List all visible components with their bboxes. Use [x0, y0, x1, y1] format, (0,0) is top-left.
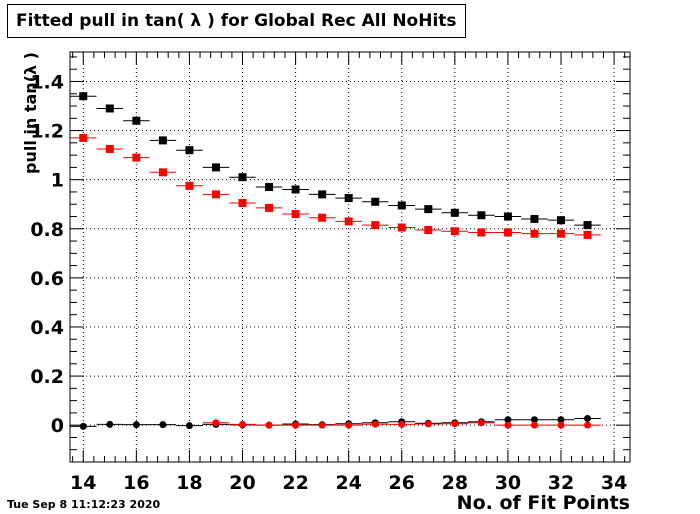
data-point-square — [530, 229, 539, 238]
series-2 — [70, 415, 601, 430]
data-point-square — [105, 144, 114, 153]
data-point-circle — [557, 421, 565, 429]
chart-title-text: Fitted pull in tan( λ ) for Global Rec A… — [16, 11, 457, 31]
x-tick-label: 32 — [548, 472, 574, 494]
chart-title: Fitted pull in tan( λ ) for Global Rec A… — [7, 4, 466, 38]
data-point-square — [477, 228, 486, 237]
data-point-circle — [584, 415, 592, 423]
data-point-square — [397, 223, 406, 232]
data-point-square — [79, 92, 88, 101]
y-tick-label: 0.2 — [30, 366, 64, 388]
series-0 — [70, 92, 601, 230]
data-point-square — [105, 104, 114, 113]
data-point-circle — [477, 419, 485, 427]
data-point-circle — [451, 420, 459, 428]
data-point-square — [265, 183, 274, 192]
data-point-square — [503, 212, 512, 221]
x-tick-label: 20 — [229, 472, 255, 494]
data-point-square — [556, 216, 565, 225]
data-point-circle — [424, 420, 432, 428]
data-point-square — [450, 208, 459, 217]
plot-frame — [69, 51, 631, 463]
x-tick-label: 22 — [282, 472, 308, 494]
data-point-circle — [79, 422, 87, 430]
x-tick-label: 18 — [176, 472, 202, 494]
data-point-square — [211, 190, 220, 199]
x-tick-label: 16 — [123, 472, 149, 494]
data-point-circle — [132, 421, 140, 429]
data-point-square — [371, 221, 380, 230]
data-point-square — [371, 197, 380, 206]
data-point-square — [132, 116, 141, 125]
x-tick-label: 24 — [335, 472, 361, 494]
x-tick-label: 28 — [442, 472, 468, 494]
data-point-circle — [504, 416, 512, 424]
data-point-square — [318, 190, 327, 199]
data-point-square — [397, 201, 406, 210]
data-point-square — [291, 185, 300, 194]
axes: 14 16 18 20 22 24 26 28 30 32 34 0 0.2 0.4 0.6 0.8 1 1.2 1… — [30, 52, 630, 494]
x-axis-label: No. of Fit Points — [457, 492, 630, 514]
data-point-square — [477, 211, 486, 220]
data-point-circle — [318, 421, 326, 429]
data-point-circle — [106, 420, 114, 428]
data-point-square — [291, 210, 300, 219]
y-tick-label: 0.6 — [30, 268, 64, 290]
data-point-square — [79, 133, 88, 142]
x-tick-label: 34 — [601, 472, 627, 494]
data-point-square — [185, 181, 194, 190]
data-point-square — [158, 136, 167, 145]
data-point-circle — [530, 421, 538, 429]
data-point-square — [238, 198, 247, 207]
data-point-circle — [504, 421, 512, 429]
x-tick-label: 14 — [70, 472, 96, 494]
data-point-square — [503, 228, 512, 237]
grid-lines — [70, 52, 630, 462]
y-tick-label: 1 — [51, 170, 64, 192]
data-point-circle — [159, 421, 167, 429]
data-point-circle — [345, 421, 353, 429]
y-tick-label: 1.4 — [30, 71, 64, 93]
data-point-square — [158, 168, 167, 177]
series-1 — [70, 133, 601, 239]
data-point-square — [185, 146, 194, 155]
data-point-circle — [212, 419, 220, 427]
data-point-square — [318, 213, 327, 222]
data-point-square — [583, 221, 592, 230]
y-tick-label: 1.2 — [30, 121, 64, 143]
data-point-square — [424, 205, 433, 214]
data-point-circle — [557, 416, 565, 424]
y-tick-label: 0 — [51, 415, 64, 437]
data-point-circle — [584, 421, 592, 429]
data-point-square — [530, 214, 539, 223]
data-point-circle — [398, 420, 406, 428]
data-point-square — [238, 173, 247, 182]
y-tick-label: 0.8 — [30, 219, 64, 241]
y-tick-label: 0.4 — [30, 317, 64, 339]
data-point-circle — [185, 422, 193, 430]
data-point-square — [583, 230, 592, 239]
data-point-square — [211, 163, 220, 172]
series-3 — [202, 419, 601, 429]
data-point-circle — [265, 421, 273, 429]
data-point-square — [132, 153, 141, 162]
data-point-circle — [530, 416, 538, 424]
data-point-circle — [239, 420, 247, 428]
y-axis-label: pull in tan(λ ) — [21, 52, 40, 174]
data-point-square — [344, 194, 353, 203]
x-tick-label: 26 — [389, 472, 415, 494]
data-point-square — [556, 229, 565, 238]
data-point-square — [265, 203, 274, 212]
series-layer — [70, 92, 601, 430]
timestamp: Tue Sep 8 11:12:23 2020 — [7, 498, 161, 511]
data-point-square — [450, 227, 459, 236]
x-tick-label: 30 — [495, 472, 521, 494]
data-point-square — [344, 217, 353, 226]
data-point-square — [424, 225, 433, 234]
data-point-circle — [371, 420, 379, 428]
data-point-circle — [292, 421, 300, 429]
